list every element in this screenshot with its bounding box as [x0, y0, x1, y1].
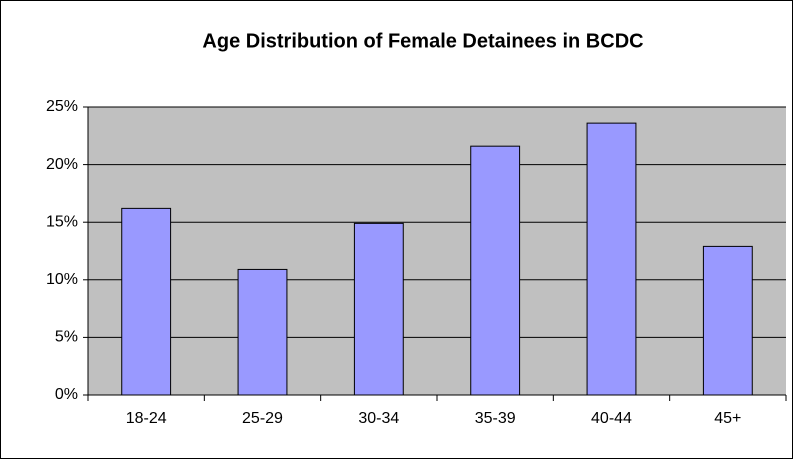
- bar: [121, 207, 172, 396]
- y-tick-label: 15%: [46, 213, 78, 230]
- x-tick-label: 40-44: [591, 410, 632, 427]
- bar: [586, 122, 637, 396]
- y-tick-label: 0%: [55, 386, 78, 403]
- y-tick-label: 10%: [46, 271, 78, 288]
- bar: [702, 245, 753, 396]
- x-tick-label: 18-24: [126, 410, 167, 427]
- bar: [470, 145, 521, 396]
- y-tick-label: 25%: [46, 98, 78, 115]
- x-tick-label: 25-29: [242, 410, 283, 427]
- y-tick-label: 5%: [55, 329, 78, 346]
- bar: [353, 222, 404, 396]
- x-tick-label: 45+: [714, 410, 741, 427]
- bar: [237, 268, 288, 396]
- chart-title: Age Distribution of Female Detainees in …: [202, 30, 643, 52]
- plot-area: [88, 107, 786, 395]
- x-tick-label: 30-34: [358, 410, 399, 427]
- x-tick-label: 35-39: [475, 410, 516, 427]
- y-tick-label: 20%: [46, 156, 78, 173]
